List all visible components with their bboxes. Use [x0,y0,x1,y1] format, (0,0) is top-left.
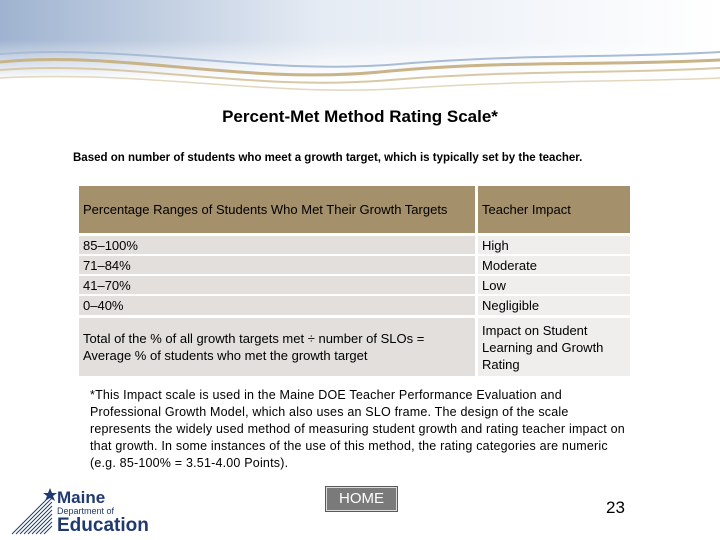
table-row: 85–100% High [79,236,630,254]
table-row: 41–70% Low [79,276,630,294]
table-header-row: Percentage Ranges of Students Who Met Th… [79,186,630,233]
table-row: 71–84% Moderate [79,256,630,274]
impact-cell: Low [478,276,630,294]
logo-line-department: Department of [57,506,115,516]
header-teacher-impact: Teacher Impact [478,186,630,233]
impact-cell: Negligible [478,296,630,315]
range-cell: 0–40% [79,296,475,315]
logo-wordmark: Maine Department of Education [57,489,149,535]
range-cell: 85–100% [79,236,475,254]
logo-line-education: Education [57,515,149,536]
range-cell: 71–84% [79,256,475,274]
total-formula-cell: Total of the % of all growth targets met… [79,318,475,376]
header-percentage-ranges: Percentage Ranges of Students Who Met Th… [79,186,475,233]
home-button[interactable]: HOME [326,487,397,511]
impact-cell: Moderate [478,256,630,274]
footnote: *This Impact scale is used in the Maine … [90,388,625,470]
table-row: 0–40% Negligible [79,296,630,315]
page-number: 23 [606,498,625,517]
total-impact-cell: Impact on Student Learning and Growth Ra… [478,318,630,376]
slide-subtitle: Based on number of students who meet a g… [73,152,583,164]
maine-doe-logo-icon [11,488,57,535]
header-banner [0,0,720,91]
impact-cell: High [478,236,630,254]
logo-line-maine: Maine [57,488,106,507]
table-total-row: Total of the % of all growth targets met… [79,318,630,376]
slide-title: Percent-Met Method Rating Scale* [222,107,498,126]
range-cell: 41–70% [79,276,475,294]
